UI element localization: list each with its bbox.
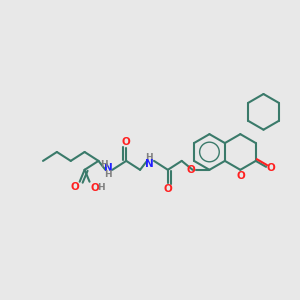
Text: O: O: [90, 183, 99, 193]
Text: N: N: [104, 163, 113, 173]
Text: H: H: [105, 170, 112, 179]
Text: O: O: [237, 171, 246, 181]
Text: H: H: [97, 183, 104, 192]
Text: O: O: [164, 184, 172, 194]
Text: H: H: [145, 153, 153, 162]
Text: O: O: [267, 163, 275, 173]
Text: O: O: [70, 182, 79, 192]
Text: H: H: [100, 160, 108, 169]
Text: O: O: [186, 165, 195, 175]
Text: O: O: [122, 137, 130, 147]
Text: N: N: [145, 159, 153, 169]
